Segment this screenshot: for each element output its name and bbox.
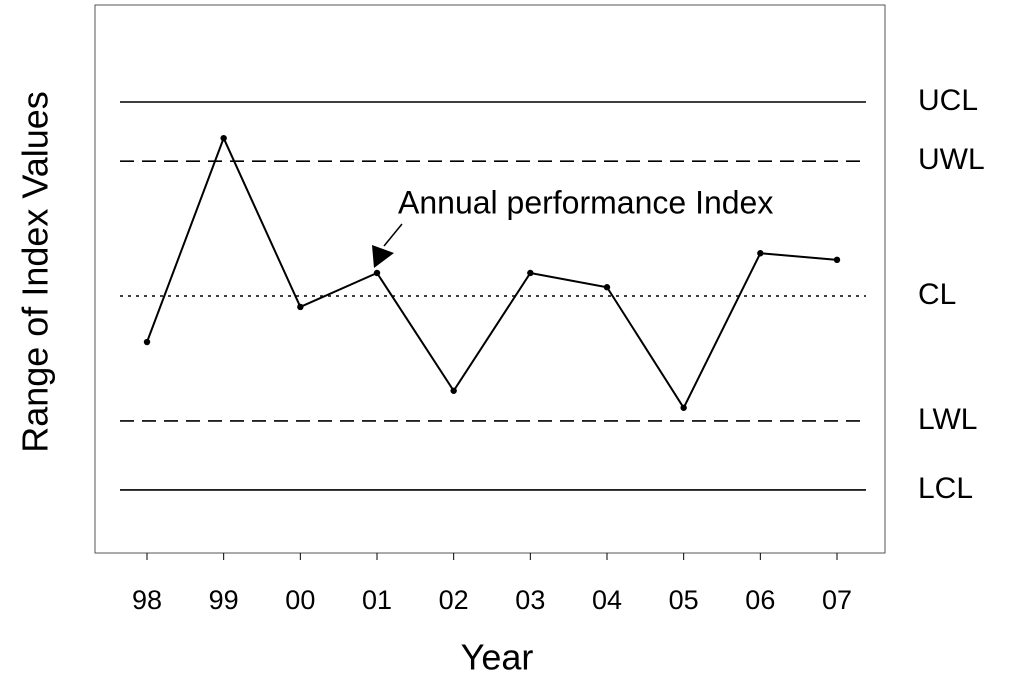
x-tick-label: 00: [285, 585, 315, 615]
x-tick-label: 07: [822, 585, 852, 615]
data-point: [220, 134, 227, 142]
data-point: [527, 269, 534, 277]
x-axis-label: Year: [461, 637, 534, 678]
control-limit-label: LWL: [918, 403, 977, 436]
data-point: [833, 256, 841, 264]
data-point: [680, 404, 687, 411]
x-tick-label: 03: [515, 585, 545, 615]
control-limit-label: UWL: [918, 143, 985, 176]
data-line: [146, 135, 838, 410]
control-limit-label: LCL: [918, 472, 973, 505]
data-point: [297, 303, 304, 311]
data-point: [143, 338, 151, 346]
x-tick-label: 01: [362, 585, 392, 615]
control-limit-label: UCL: [918, 84, 978, 117]
annotation-arrow-shaft: [383, 223, 403, 247]
data-point: [757, 250, 764, 257]
data-point: [373, 269, 381, 277]
x-tick-label: 99: [209, 585, 239, 615]
plot-frame: [94, 4, 886, 554]
annotation-arrow-head: [372, 245, 394, 268]
y-axis-label: Range of Index Values: [15, 91, 56, 453]
x-tick-label: 06: [745, 585, 775, 615]
control-limit-label: CL: [918, 278, 956, 311]
data-point: [603, 284, 611, 291]
x-tick-label: 98: [132, 585, 162, 615]
data-point: [450, 387, 457, 394]
x-tick-label: 02: [439, 585, 469, 615]
annotation: Annual performance Index: [398, 184, 773, 220]
x-tick-label: 04: [592, 585, 622, 615]
x-tick-label: 05: [669, 585, 699, 615]
